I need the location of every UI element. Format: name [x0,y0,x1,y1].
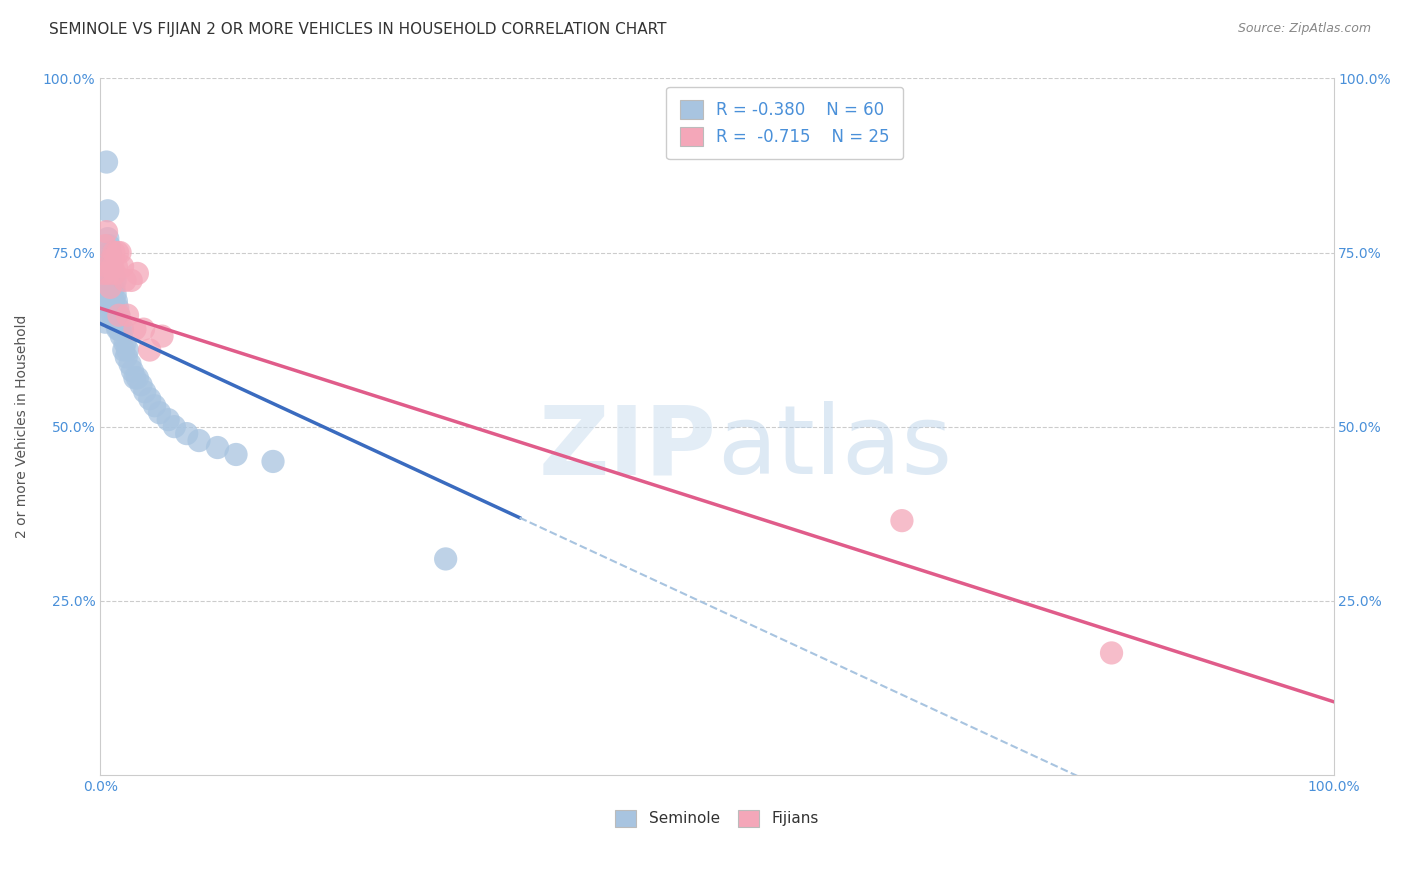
Point [96,155,118,169]
Point [105,294,128,309]
Point [188,434,211,448]
Point [434,552,457,566]
Point [120,273,142,287]
Point [98,267,121,281]
Point [96,294,118,309]
Point [107,301,129,316]
Point [108,322,131,336]
Point [97,232,120,246]
Point [262,454,284,468]
Point [94,280,117,294]
Point [127,371,149,385]
Text: SEMINOLE VS FIJIAN 2 OR MORE VEHICLES IN HOUSEHOLD CORRELATION CHART: SEMINOLE VS FIJIAN 2 OR MORE VEHICLES IN… [49,22,666,37]
Point [94,315,117,329]
Point [108,322,131,336]
Text: Source: ZipAtlas.com: Source: ZipAtlas.com [1237,22,1371,36]
Point [98,260,121,274]
Point [157,412,180,426]
Y-axis label: 2 or more Vehicles in Household: 2 or more Vehicles in Household [15,315,30,539]
Point [98,280,121,294]
Point [108,308,131,322]
Legend: Seminole, Fijians: Seminole, Fijians [609,804,825,833]
Point [98,280,121,294]
Point [100,273,122,287]
Point [100,294,122,309]
Point [103,294,125,309]
Point [98,273,121,287]
Point [890,514,912,528]
Point [101,308,124,322]
Point [107,245,129,260]
Point [176,426,198,441]
Point [138,392,160,406]
Point [108,245,131,260]
Point [110,329,132,343]
Point [114,273,136,287]
Point [96,225,118,239]
Point [105,308,128,322]
Text: atlas: atlas [717,401,952,494]
Point [1101,646,1123,660]
Point [143,399,166,413]
Point [121,364,143,378]
Point [134,384,156,399]
Point [100,252,122,267]
Point [101,260,124,274]
Point [103,245,125,260]
Point [124,322,146,336]
Point [96,267,118,281]
Point [124,371,146,385]
Point [117,308,139,322]
Point [112,343,135,357]
Point [100,260,122,274]
Point [117,343,139,357]
Point [98,245,121,260]
Point [93,294,115,309]
Point [115,350,138,364]
Point [93,267,115,281]
Point [103,280,125,294]
Point [107,322,129,336]
Point [94,238,117,252]
Point [111,260,134,274]
Point [97,260,120,274]
Point [111,322,134,336]
Point [104,273,127,287]
Point [104,267,127,281]
Point [98,238,121,252]
Point [127,267,149,281]
Point [101,267,124,281]
Point [97,260,120,274]
Point [138,343,160,357]
Point [114,336,136,351]
Point [118,357,141,371]
Point [132,322,155,336]
Point [98,267,121,281]
Point [101,280,124,294]
Point [163,419,186,434]
Point [97,203,120,218]
Point [104,315,127,329]
Text: ZIP: ZIP [538,401,717,494]
Point [225,448,247,462]
Point [129,377,152,392]
Point [150,329,173,343]
Point [101,294,124,309]
Point [148,406,170,420]
Point [93,308,115,322]
Point [108,308,131,322]
Point [104,287,127,301]
Point [91,267,114,281]
Point [98,252,121,267]
Point [207,441,229,455]
Point [105,260,128,274]
